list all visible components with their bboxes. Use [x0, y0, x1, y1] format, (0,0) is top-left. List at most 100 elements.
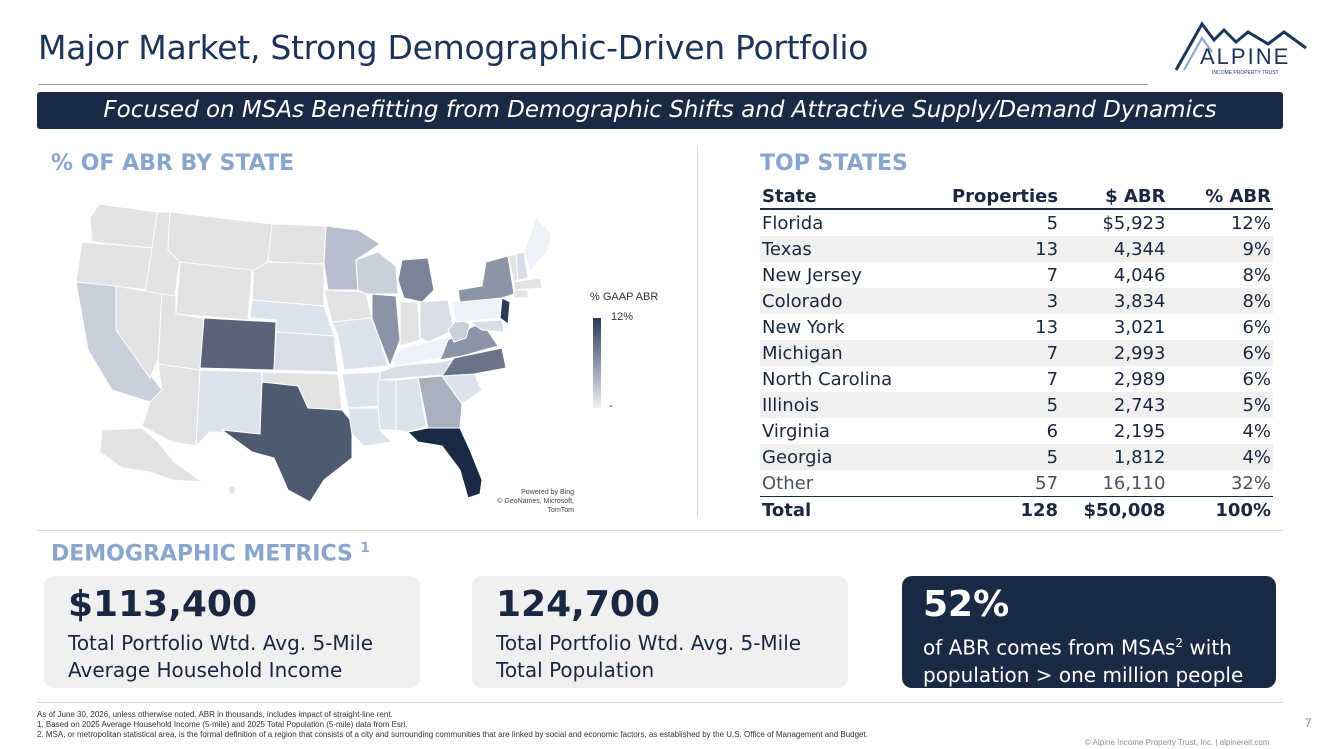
cell-properties: 128	[1020, 499, 1059, 521]
msa-value: 52%	[923, 584, 1010, 625]
section-divider	[37, 530, 1283, 531]
cell-abr: 2,989	[1113, 368, 1166, 390]
footnote-2: 2. MSA, or metropolitan statistical area…	[37, 730, 868, 739]
table-row: Florida 5 $5,923 12%	[760, 209, 1273, 236]
vertical-divider	[697, 145, 698, 517]
cell-abr: 2,195	[1113, 420, 1166, 442]
cell-properties: 7	[1046, 264, 1059, 286]
cell-state: Virginia	[762, 420, 830, 442]
cell-state: Illinois	[760, 392, 947, 418]
table-row: Georgia 5 1,812 4%	[760, 444, 1273, 470]
col-header-state: State	[760, 185, 947, 210]
cell-state: Colorado	[760, 288, 947, 314]
cell-abr: 4,344	[1060, 236, 1168, 262]
msa-description: of ABR comes from MSAs2 with population …	[923, 630, 1243, 689]
income-desc-line1: Total Portfolio Wtd. Avg. 5-Mile	[68, 631, 374, 655]
state-washington	[89, 203, 158, 249]
col-header-abr: $ ABR	[1060, 185, 1168, 210]
state-massachusetts	[513, 277, 543, 291]
table-row: Texas 13 4,344 9%	[760, 236, 1273, 262]
state-texas	[220, 381, 353, 503]
footnotes: As of June 30, 2026, unless otherwise no…	[37, 710, 868, 740]
cell-state: New Jersey	[762, 264, 862, 286]
population-desc-line1: Total Portfolio Wtd. Avg. 5-Mile	[496, 631, 802, 655]
cell-abr: 16,110	[1060, 470, 1168, 497]
population-value: 124,700	[496, 584, 660, 625]
table-row: Illinois 5 2,743 5%	[760, 392, 1273, 418]
state-south-dakota	[251, 261, 325, 307]
cell-properties: 5	[1046, 212, 1059, 234]
cell-pct: 9%	[1167, 236, 1273, 262]
legend-color-scale	[593, 318, 601, 408]
col-header-properties: Properties	[946, 185, 1061, 210]
msa-footnote-ref: 2	[1175, 636, 1184, 650]
population-metric-card: 124,700 Total Portfolio Wtd. Avg. 5-Mile…	[472, 576, 848, 688]
msa-desc-line1-a: of ABR comes from MSAs	[923, 635, 1176, 660]
cell-pct: 8%	[1242, 264, 1271, 286]
state-connecticut	[513, 289, 529, 299]
top-states-table: State Properties $ ABR % ABR Florida 5 $5,…	[760, 185, 1273, 523]
cell-properties: 13	[946, 236, 1061, 262]
population-desc-line2: Total Population	[496, 658, 655, 682]
state-mississippi	[377, 379, 397, 431]
cell-properties: 3	[946, 288, 1061, 314]
state-new-jersey	[499, 297, 511, 325]
cell-pct: 6%	[1242, 316, 1271, 338]
state-maryland	[468, 319, 505, 333]
logo-text: ALPINE	[1200, 44, 1290, 69]
state-illinois	[371, 293, 401, 368]
page-title: Major Market, Strong Demographic-Driven …	[38, 28, 869, 67]
cell-state: Other	[760, 470, 947, 497]
cell-pct: 8%	[1167, 288, 1273, 314]
cell-state: Florida	[762, 212, 824, 234]
cell-pct: 4%	[1242, 420, 1271, 442]
state-ohio	[419, 299, 455, 343]
cell-state: Total	[762, 499, 812, 521]
state-wyoming	[175, 261, 253, 321]
cell-abr: $5,923	[1102, 212, 1166, 234]
logo-subtext: INCOME PROPERTY TRUST	[1212, 70, 1279, 76]
col-header-pct: % ABR	[1167, 185, 1273, 210]
cell-pct: 32%	[1167, 470, 1273, 497]
footnote-general: As of June 30, 2026, unless otherwise no…	[37, 710, 393, 719]
footer-divider	[37, 702, 1283, 703]
population-description: Total Portfolio Wtd. Avg. 5-Mile Total P…	[496, 630, 801, 684]
map-section-title: % OF ABR BY STATE	[51, 151, 295, 176]
state-iowa	[323, 289, 373, 323]
cell-abr: 2,743	[1060, 392, 1168, 418]
state-new-york	[457, 255, 515, 303]
logo-mountain-icon	[1174, 21, 1307, 71]
state-florida	[406, 427, 483, 499]
table-row: Michigan 7 2,993 6%	[760, 340, 1273, 366]
cell-pct: 100%	[1215, 499, 1271, 521]
cell-state: Texas	[760, 236, 947, 262]
company-logo: ALPINE INCOME PROPERTY TRUST	[1174, 21, 1307, 76]
cell-properties: 13	[1035, 316, 1059, 338]
demographics-title-text: DEMOGRAPHIC METRICS	[51, 541, 353, 567]
table-row: New Jersey 7 4,046 8%	[760, 262, 1273, 288]
table-row-total: Total 128 $50,008 100%	[760, 497, 1273, 524]
cell-pct: 5%	[1167, 392, 1273, 418]
cell-abr: 1,812	[1060, 444, 1168, 470]
cell-pct: 6%	[1167, 340, 1273, 366]
cell-pct: 4%	[1167, 444, 1273, 470]
table-row: North Carolina 7 2,989 6%	[760, 366, 1273, 392]
cell-state: North Carolina	[762, 368, 893, 390]
state-kansas	[273, 331, 339, 373]
cell-state: Michigan	[760, 340, 947, 366]
msa-desc-line1: of ABR comes from MSAs2 with	[923, 630, 1243, 662]
table-header-row: State Properties $ ABR % ABR	[760, 185, 1273, 210]
legend-max-label: 12%	[611, 311, 634, 323]
cell-properties: 5	[946, 444, 1061, 470]
footnote-1: 1. Based on 2025 Average Household Incom…	[37, 720, 408, 729]
banner: Focused on MSAs Benefitting from Demogra…	[37, 92, 1283, 129]
state-maine	[523, 217, 553, 274]
cell-pct: 6%	[1242, 368, 1271, 390]
map-credit-line2: © GeoNames, Microsoft, TomTom	[497, 498, 574, 514]
income-description: Total Portfolio Wtd. Avg. 5-Mile Average…	[68, 630, 373, 684]
table-row: Colorado 3 3,834 8%	[760, 288, 1273, 314]
cell-abr: 4,046	[1113, 264, 1166, 286]
legend-min-label: -	[609, 400, 613, 412]
cell-properties: 7	[946, 340, 1061, 366]
table-row: Virginia 6 2,195 4%	[760, 418, 1273, 444]
